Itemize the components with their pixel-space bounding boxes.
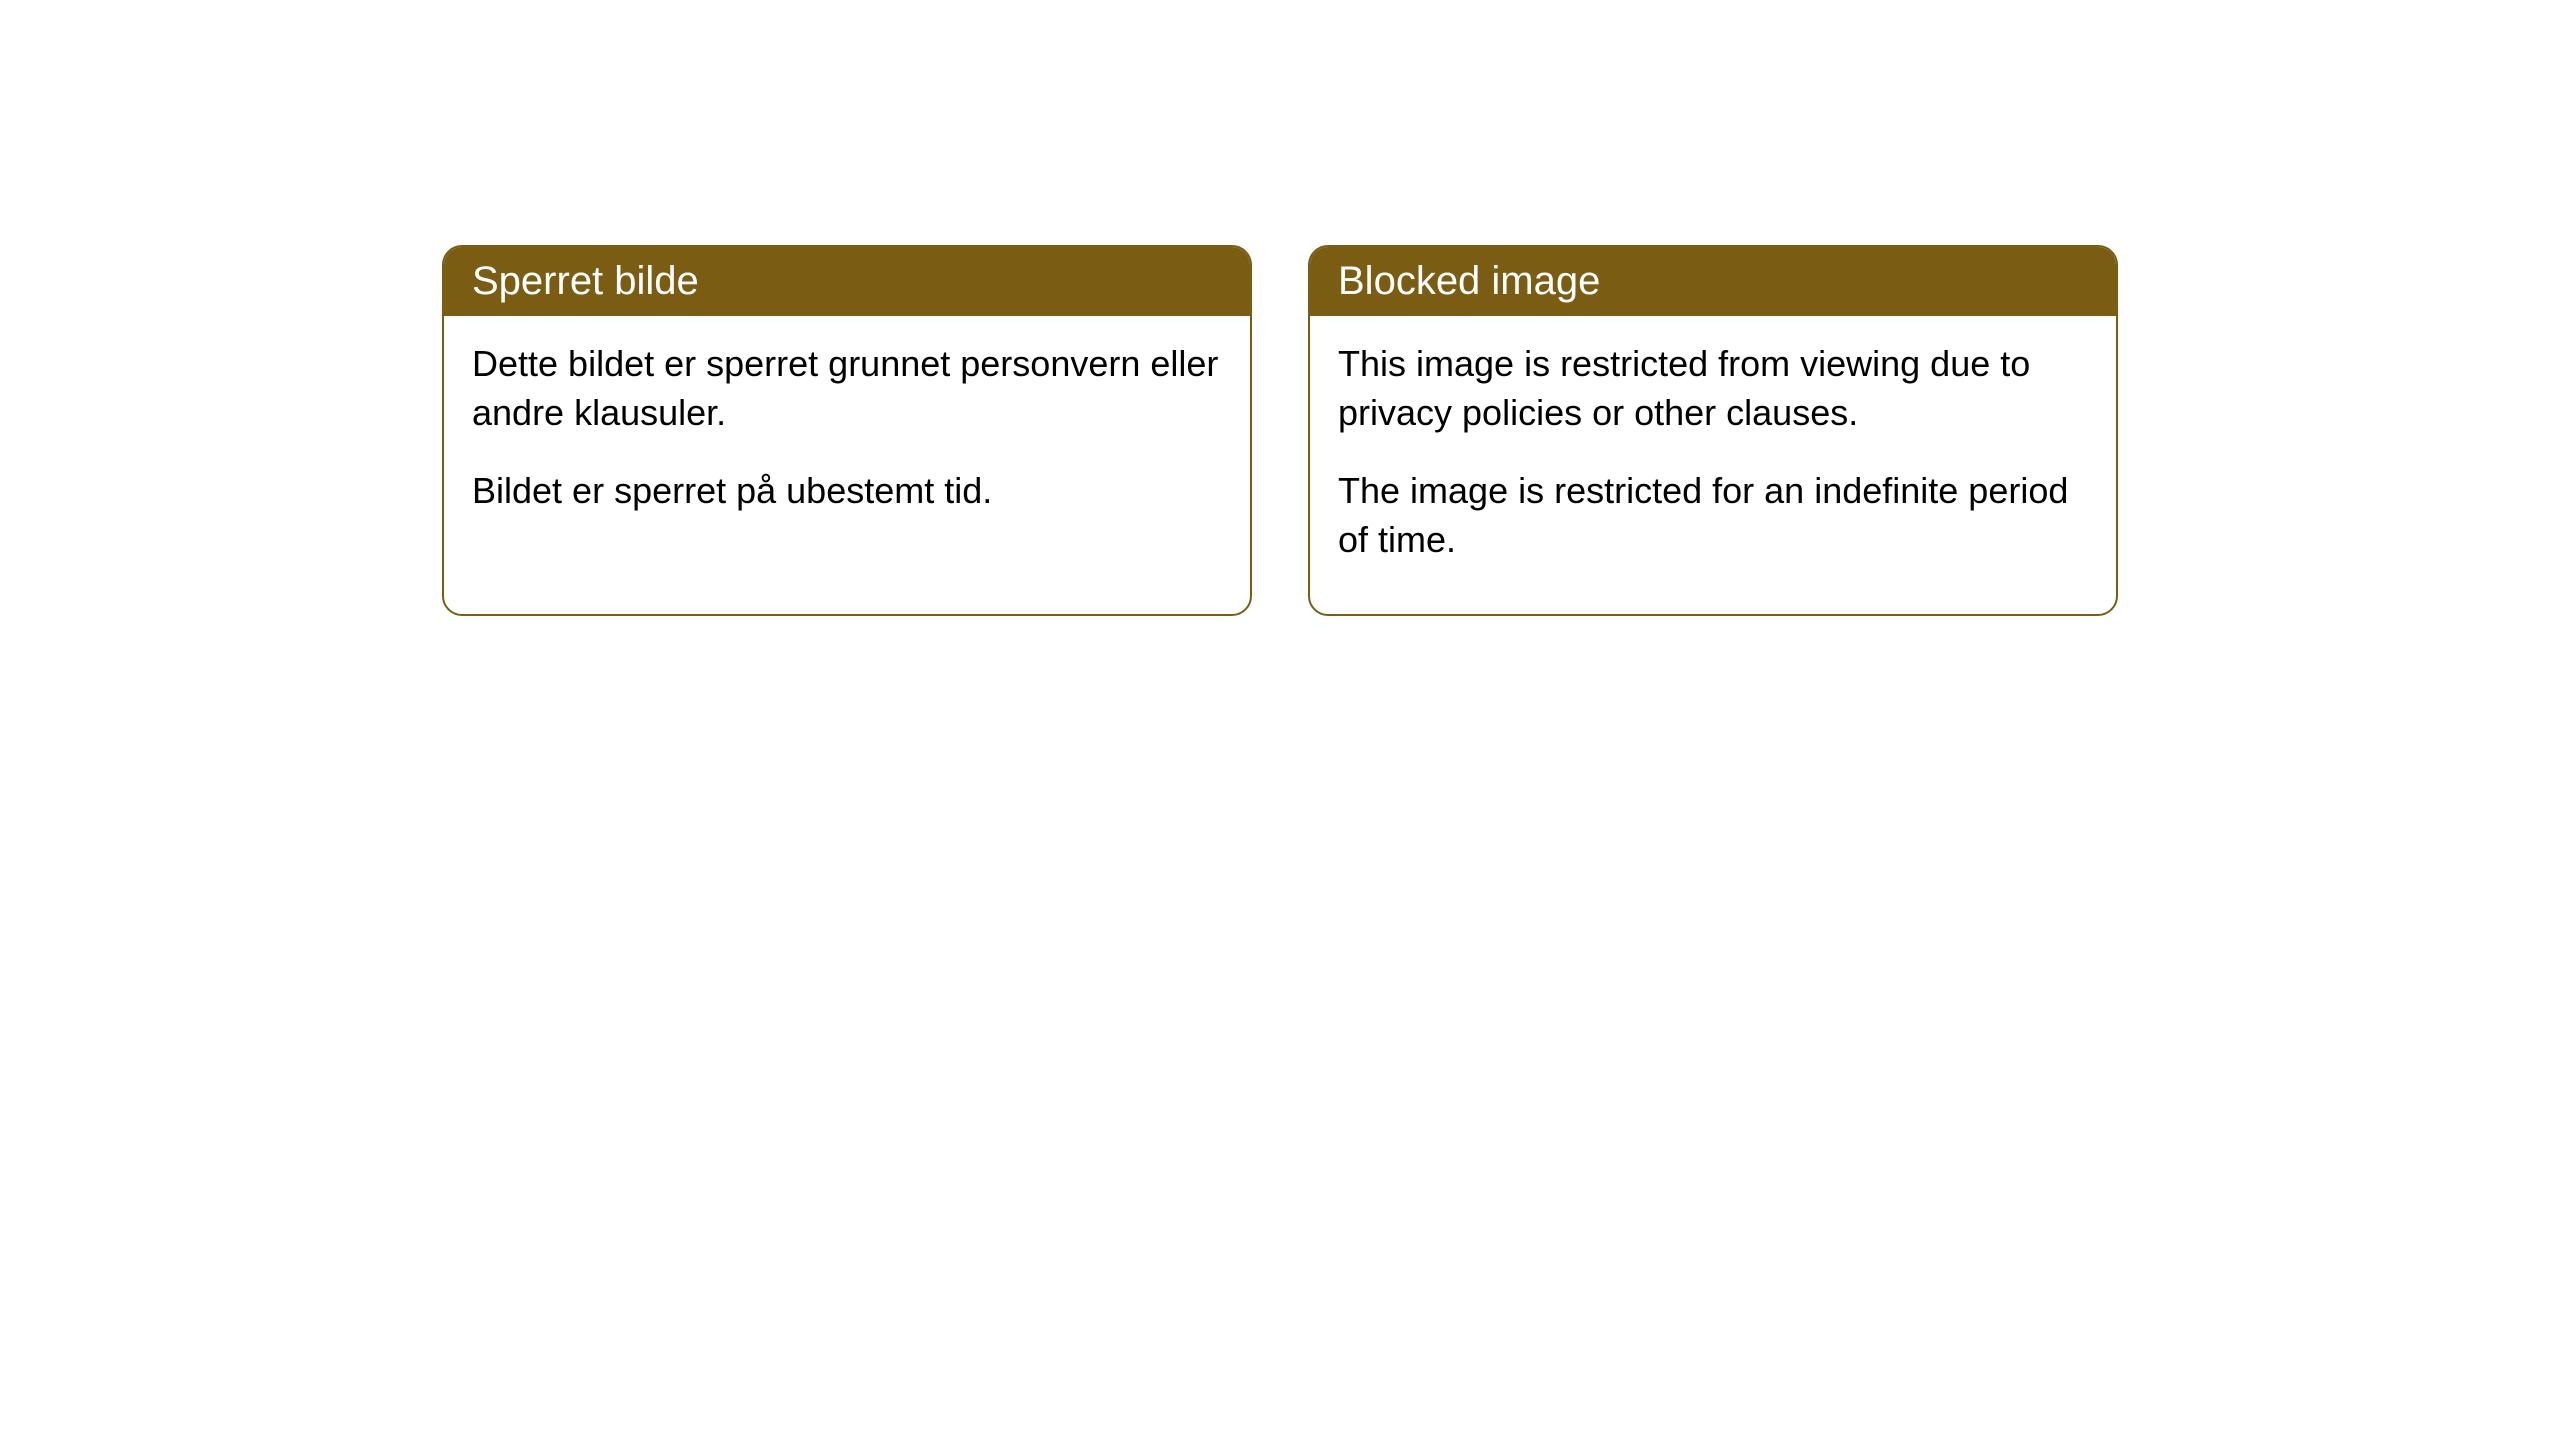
card-body-english: This image is restricted from viewing du…: [1310, 316, 2116, 614]
card-header-norwegian: Sperret bilde: [444, 247, 1250, 316]
card-paragraph-2: The image is restricted for an indefinit…: [1338, 467, 2088, 564]
card-body-norwegian: Dette bildet er sperret grunnet personve…: [444, 316, 1250, 566]
card-title: Blocked image: [1338, 259, 1600, 303]
cards-container: Sperret bilde Dette bildet er sperret gr…: [0, 245, 2560, 616]
card-paragraph-1: Dette bildet er sperret grunnet personve…: [472, 340, 1222, 437]
blocked-image-card-norwegian: Sperret bilde Dette bildet er sperret gr…: [442, 245, 1252, 616]
card-title: Sperret bilde: [472, 259, 699, 303]
card-paragraph-1: This image is restricted from viewing du…: [1338, 340, 2088, 437]
card-header-english: Blocked image: [1310, 247, 2116, 316]
card-paragraph-2: Bildet er sperret på ubestemt tid.: [472, 467, 1222, 516]
blocked-image-card-english: Blocked image This image is restricted f…: [1308, 245, 2118, 616]
